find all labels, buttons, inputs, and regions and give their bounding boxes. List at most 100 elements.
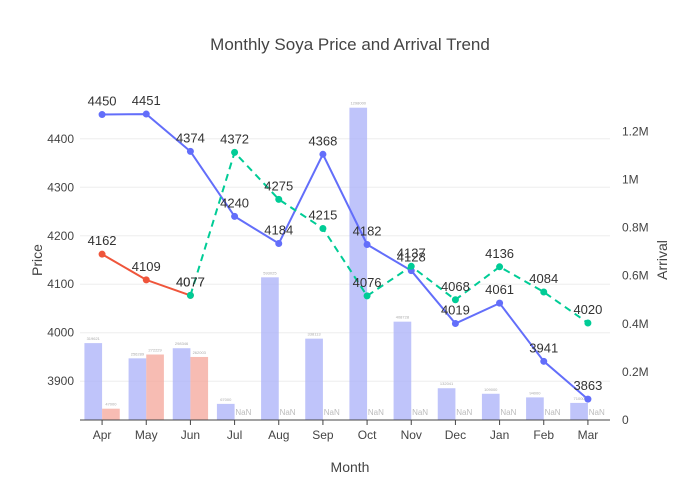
bar-nan-label: NaN — [456, 408, 472, 417]
price-value-label: 4061 — [485, 282, 514, 297]
price-value-label: 4084 — [529, 271, 558, 286]
price-value-label: 4275 — [264, 178, 293, 193]
price-point — [363, 240, 371, 248]
price-point — [496, 263, 504, 271]
price-point — [451, 320, 459, 328]
arrival-bar — [146, 354, 164, 420]
price-point — [540, 357, 548, 365]
bar-value-label: 272229 — [148, 348, 162, 353]
price-value-label: 3863 — [573, 378, 602, 393]
chart-title: Monthly Soya Price and Arrival Trend — [210, 35, 490, 54]
arrival-bars — [84, 107, 588, 420]
arrival-bar — [261, 277, 279, 420]
x-tick-label: Sep — [312, 428, 334, 442]
price-value-label: 4077 — [176, 274, 205, 289]
x-tick-label: Aug — [268, 428, 289, 442]
arrival-bar — [437, 388, 456, 420]
price-value-label: 4109 — [132, 259, 161, 274]
y-tick-label: 4000 — [47, 326, 74, 340]
price-value-label: 4215 — [308, 207, 337, 222]
bar-value-label: 298346 — [175, 341, 189, 346]
bar-value-label: 71000 — [574, 396, 586, 401]
bar-value-label: 262003 — [193, 350, 207, 355]
y2-tick-label: 1M — [622, 172, 639, 186]
arrival-bar — [526, 397, 544, 420]
bar-nan-label: NaN — [545, 408, 561, 417]
price-point — [186, 147, 194, 155]
y-tick-label: 3900 — [47, 374, 74, 388]
price-point — [496, 299, 504, 307]
price-line — [189, 150, 589, 324]
bar-nan-label: NaN — [589, 408, 605, 417]
bar-nan-label: NaN — [368, 408, 384, 417]
x-tick-label: Jan — [490, 428, 509, 442]
arrival-bar — [305, 338, 323, 420]
y-tick-label: 4200 — [47, 229, 74, 243]
bar-value-label: 319621 — [87, 336, 101, 341]
y-axis-title: Price — [29, 244, 45, 276]
bar-value-label: 1298000 — [350, 101, 366, 106]
arrival-bar — [84, 343, 103, 420]
x-tick-label: Dec — [445, 428, 466, 442]
bar-value-label: 338113 — [308, 332, 322, 337]
data-labels: 319621 256289 298346 67000 593025 338113 12980… — [87, 93, 605, 417]
bar-nan-label: NaN — [412, 408, 428, 417]
bar-value-label: 408728 — [396, 315, 410, 320]
y-tick-label: 4300 — [47, 180, 74, 194]
price-point — [451, 296, 459, 304]
price-value-label: 4136 — [485, 246, 514, 261]
price-point — [98, 111, 106, 119]
y2-tick-label: 0.2M — [622, 365, 649, 379]
price-value-label: 4128 — [397, 250, 426, 265]
price-point — [275, 195, 283, 203]
price-point — [275, 240, 283, 248]
x-tick-label: Jul — [227, 428, 242, 442]
price-value-label: 4162 — [88, 233, 117, 248]
bar-value-label: 47000 — [105, 402, 117, 407]
price-value-label: 4077 — [176, 274, 205, 289]
price-point — [98, 250, 106, 258]
y2-tick-label: 0 — [622, 413, 629, 427]
y2-tick-label: 0.6M — [622, 269, 649, 283]
axes: 3900 4000 4100 4200 4300 4400 0 0.2M 0.4M 0.6M 0.8… — [47, 124, 648, 442]
bar-nan-label: NaN — [324, 408, 340, 417]
y-tick-label: 4400 — [47, 132, 74, 146]
x-tick-label: Apr — [93, 428, 112, 442]
y-tick-label: 4100 — [47, 277, 74, 291]
price-value-label: 4019 — [441, 303, 470, 318]
price-point — [540, 288, 548, 296]
price-point — [319, 224, 327, 232]
price-value-label: 4137 — [397, 245, 426, 260]
bar-nan-label: NaN — [280, 408, 296, 417]
y2-tick-label: 0.8M — [622, 221, 649, 235]
price-point — [231, 148, 239, 156]
price-lines — [98, 110, 592, 403]
price-value-label: 4368 — [308, 133, 337, 148]
bar-value-label: 132041 — [440, 381, 454, 386]
bar-value-label: 109000 — [484, 387, 498, 392]
price-point — [363, 292, 371, 300]
bar-value-label: 94000 — [529, 390, 541, 395]
price-point — [142, 110, 150, 118]
bar-nan-label: NaN — [235, 408, 251, 417]
price-value-label: 4184 — [264, 223, 293, 238]
x-tick-label: May — [135, 428, 158, 442]
arrival-bar — [570, 402, 588, 420]
bar-value-label: 593025 — [263, 270, 277, 275]
arrival-bar — [481, 393, 500, 420]
price-point — [142, 276, 150, 284]
arrival-bar — [349, 107, 368, 420]
price-point — [231, 212, 239, 220]
bar-value-label: 256289 — [131, 351, 145, 356]
x-tick-label: Nov — [401, 428, 422, 442]
bar-nan-label: NaN — [500, 408, 516, 417]
y2-axis-title: Arrival — [654, 240, 670, 280]
price-value-label: 4076 — [353, 275, 382, 290]
price-value-label: 4451 — [132, 93, 161, 108]
x-tick-label: Oct — [358, 428, 377, 442]
price-value-label: 3941 — [529, 340, 558, 355]
price-point — [319, 150, 327, 158]
arrival-bar — [393, 321, 412, 420]
